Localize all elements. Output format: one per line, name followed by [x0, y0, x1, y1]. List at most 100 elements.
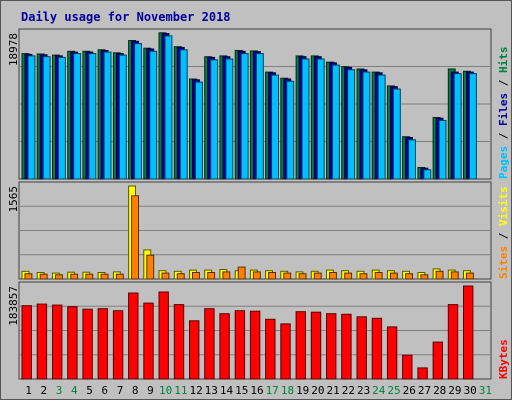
- chart-title: Daily usage for November 2018: [21, 10, 231, 24]
- x-tick-label: 20: [311, 384, 324, 397]
- bar-sites-day-18: [283, 272, 292, 280]
- bar-kbytes-day-4: [67, 306, 78, 380]
- bar-sites-day-29: [450, 271, 459, 280]
- legend-pages: Pages: [497, 146, 510, 179]
- bar-kbytes-day-2: [36, 303, 48, 380]
- x-tick-label: 2: [40, 384, 47, 397]
- x-tick-label: 23: [357, 384, 370, 397]
- bar-kbytes-day-23: [356, 316, 367, 380]
- x-tick-label: 24: [372, 384, 386, 397]
- bar-sites-day-30: [466, 272, 474, 280]
- legend-files: Files: [497, 93, 510, 126]
- bar-kbytes-day-17: [265, 318, 276, 380]
- bar-pages-day-26: [408, 139, 417, 180]
- bar-pages-day-24: [377, 74, 386, 180]
- legend-separator: /: [497, 126, 510, 146]
- x-tick-label: 29: [448, 384, 461, 397]
- bar-sites-day-4: [70, 273, 79, 280]
- panel-visits-max-label: 1565: [7, 186, 20, 213]
- x-tick-label: 21: [326, 384, 339, 397]
- x-tick-label: 26: [403, 384, 416, 397]
- x-tick-label: 12: [189, 384, 202, 397]
- bar-kbytes-day-13: [204, 308, 215, 380]
- bar-sites-day-8: [131, 195, 140, 280]
- bar-pages-day-8: [134, 43, 143, 180]
- bar-sites-day-21: [329, 272, 337, 280]
- panel-kbytes-max-label: 183857: [7, 286, 20, 326]
- bar-pages-day-20: [316, 58, 325, 180]
- bar-kbytes-day-1: [21, 305, 32, 380]
- x-tick-label: 11: [174, 384, 187, 397]
- x-tick-label: 3: [56, 384, 63, 397]
- bar-sites-day-25: [389, 272, 398, 280]
- bar-kbytes-day-19: [295, 311, 307, 380]
- x-tick-label: 18: [281, 384, 294, 397]
- panel-hits-max-label: 18978: [7, 33, 20, 66]
- bar-kbytes-day-29: [447, 304, 459, 380]
- bar-sites-day-19: [298, 273, 307, 280]
- bar-sites-day-26: [405, 273, 414, 280]
- bar-kbytes-day-21: [326, 313, 337, 380]
- bar-pages-day-23: [362, 71, 371, 180]
- bar-sites-day-6: [100, 273, 109, 280]
- x-tick-label: 16: [250, 384, 263, 397]
- bar-kbytes-day-8: [128, 292, 139, 380]
- bar-kbytes-day-6: [97, 308, 108, 380]
- bar-pages-day-11: [179, 49, 188, 180]
- bar-pages-day-27: [423, 169, 432, 180]
- panel-hits: 18978 Pages / Files / Hits: [7, 28, 510, 180]
- bar-sites-day-22: [344, 272, 353, 280]
- bar-sites-day-12: [192, 272, 200, 280]
- bar-pages-day-30: [469, 73, 477, 180]
- bar-pages-day-2: [42, 56, 51, 180]
- x-tick-label: 8: [132, 384, 139, 397]
- bar-sites-day-20: [313, 272, 322, 280]
- legend-visits: Visits: [497, 186, 510, 226]
- x-tick-label: 15: [235, 384, 248, 397]
- bar-pages-day-29: [453, 73, 462, 180]
- x-tick-label: 19: [296, 384, 309, 397]
- bar-kbytes-day-26: [402, 354, 413, 380]
- bar-kbytes-day-18: [280, 323, 291, 380]
- bar-kbytes-day-27: [417, 367, 428, 380]
- bar-kbytes-day-5: [82, 308, 93, 380]
- x-tick-label: 1: [25, 384, 32, 397]
- bar-kbytes-day-14: [219, 313, 230, 380]
- bar-sites-day-24: [374, 272, 383, 280]
- bar-kbytes-day-25: [386, 326, 398, 380]
- bar-pages-day-21: [332, 64, 340, 180]
- bar-pages-day-1: [27, 55, 36, 180]
- bar-pages-day-13: [210, 59, 219, 180]
- bar-pages-day-14: [225, 58, 234, 180]
- x-tick-label: 9: [147, 384, 154, 397]
- bar-kbytes-day-10: [158, 291, 169, 380]
- x-tick-label: 22: [342, 384, 355, 397]
- bar-sites-day-17: [268, 272, 277, 280]
- bar-sites-day-28: [435, 270, 444, 280]
- bar-kbytes-day-30: [463, 285, 474, 380]
- x-tick-label: 17: [266, 384, 279, 397]
- bar-pages-day-15: [240, 53, 249, 180]
- bar-sites-day-14: [222, 271, 231, 280]
- bar-pages-day-19: [301, 58, 310, 180]
- legend-kbytes: KBytes: [497, 339, 510, 379]
- x-tick-label: 10: [159, 384, 172, 397]
- bar-kbytes-day-22: [341, 313, 352, 380]
- bar-sites-day-7: [115, 273, 124, 280]
- bar-sites-day-11: [176, 273, 185, 280]
- legend-hits: Hits: [497, 47, 510, 74]
- bar-pages-day-16: [255, 53, 264, 180]
- x-tick-label: 30: [464, 384, 477, 397]
- x-tick-label: 6: [101, 384, 108, 397]
- bar-kbytes-day-12: [189, 320, 200, 380]
- legend-separator: /: [497, 73, 510, 93]
- bar-pages-day-6: [103, 51, 112, 180]
- bar-pages-day-17: [271, 74, 280, 180]
- bar-sites-day-13: [207, 272, 216, 280]
- panel-hits-legend: Pages / Files / Hits: [497, 47, 510, 180]
- bar-kbytes-day-15: [234, 310, 246, 380]
- bar-sites-day-5: [85, 273, 94, 280]
- bar-pages-day-25: [392, 88, 401, 180]
